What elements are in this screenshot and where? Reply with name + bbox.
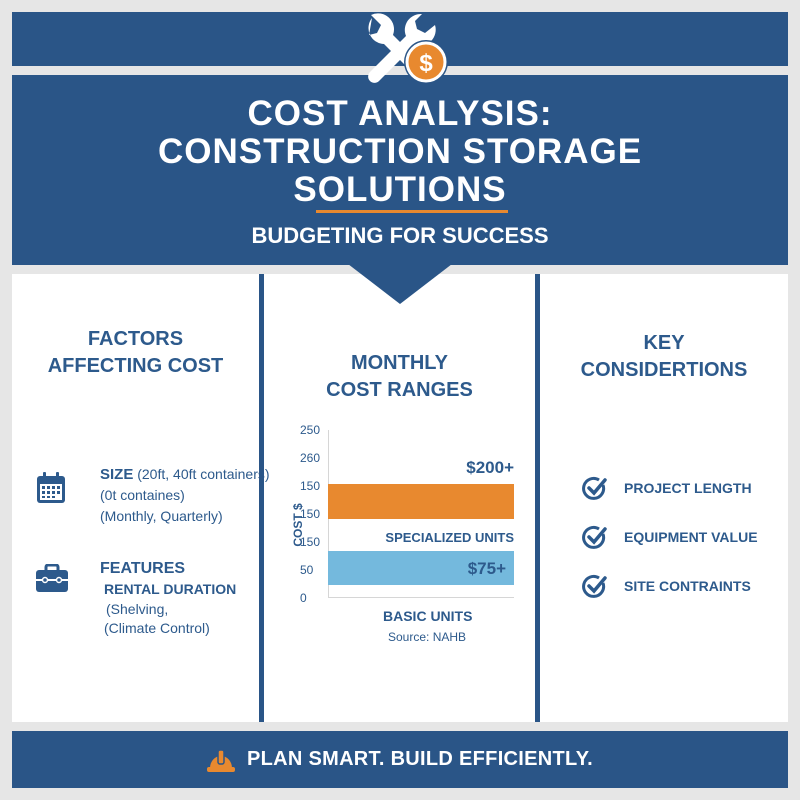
svg-text:$: $: [419, 50, 433, 77]
category-label-specialized: SPECIALIZED UNITS: [385, 530, 514, 545]
title-underline: [316, 210, 508, 213]
wrench-dollar-logo-icon: $: [368, 13, 448, 84]
bar-basic-units: [328, 551, 514, 585]
hard-hat-icon: [206, 748, 235, 772]
cost-bar-chart: 250 260 150 150 150 50 0 COST $ $200+ SP…: [291, 423, 514, 605]
bar-specialized-units: [328, 484, 514, 519]
page-title: COST ANALYSIS: CONSTRUCTION STORAGE SOLU…: [157, 94, 643, 209]
considerations-title: KEY CONSIDERTIONS: [580, 332, 748, 381]
x-axis-line: [328, 597, 514, 598]
check-circle-icon: [582, 525, 607, 549]
cost-ranges-title: MONTHLY COST RANGES: [326, 352, 473, 401]
footer-tagline: PLAN SMART. BUILD EFFICIENTLY.: [246, 748, 594, 770]
check-circle-icon: [582, 574, 607, 598]
calendar-icon: [37, 472, 65, 503]
chart-source: Source: NAHB: [388, 630, 467, 644]
column-divider-right: [535, 274, 540, 722]
header-banner: COST ANALYSIS: CONSTRUCTION STORAGE SOLU…: [12, 75, 788, 265]
column-divider-left: [259, 274, 264, 722]
value-label-specialized: $200+: [466, 458, 514, 477]
check-circle-icon: [582, 476, 607, 500]
value-label-basic: $75+: [467, 559, 506, 578]
y-axis-label: COST $: [291, 503, 305, 547]
dollar-coin-icon: $: [404, 40, 448, 84]
factors-title: FACTORS AFFECTING COST: [47, 328, 224, 377]
toolbox-icon: [36, 564, 68, 592]
footer-banner: PLAN SMART. BUILD EFFICIENTLY.: [12, 731, 788, 788]
page-subtitle: BUDGETING FOR SUCCESS: [251, 223, 549, 248]
header-pointer: [348, 264, 452, 304]
category-label-basic: BASIC UNITS: [383, 608, 473, 624]
